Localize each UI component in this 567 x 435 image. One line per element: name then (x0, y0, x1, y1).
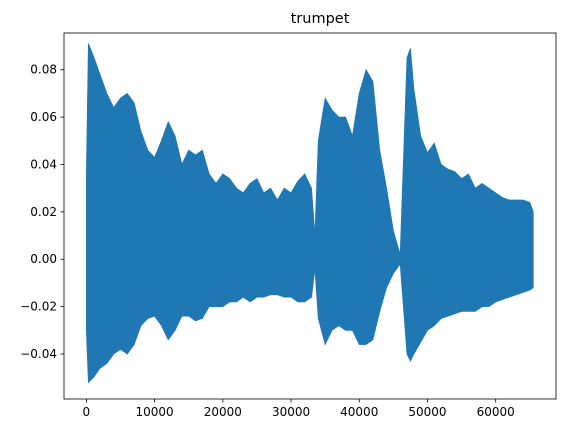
y-tick-label: −0.02 (20, 300, 57, 314)
x-tick-label: 20000 (204, 405, 242, 419)
axes-frame (63, 32, 557, 400)
x-tick-label: 40000 (340, 405, 378, 419)
x-tick-label: 30000 (272, 405, 310, 419)
x-tick-label: 50000 (408, 405, 446, 419)
y-tick-label: 0.04 (30, 157, 57, 171)
y-tick-label: 0.00 (30, 252, 57, 266)
chart-title: trumpet (291, 11, 350, 27)
x-tick-label: 60000 (477, 405, 515, 419)
y-tick-label: 0.02 (30, 205, 57, 219)
y-tick-label: −0.04 (20, 347, 57, 361)
waveform-series-0 (85, 43, 534, 384)
x-tick-label: 0 (83, 405, 91, 419)
x-tick-label: 10000 (136, 405, 174, 419)
y-tick-label: 0.08 (30, 63, 57, 77)
y-tick-label: 0.06 (30, 110, 57, 124)
axes: 0 10000 20000 30000 40000 50000 60000 −0.04 −0.0… (20, 32, 557, 419)
plot-area (85, 43, 534, 384)
